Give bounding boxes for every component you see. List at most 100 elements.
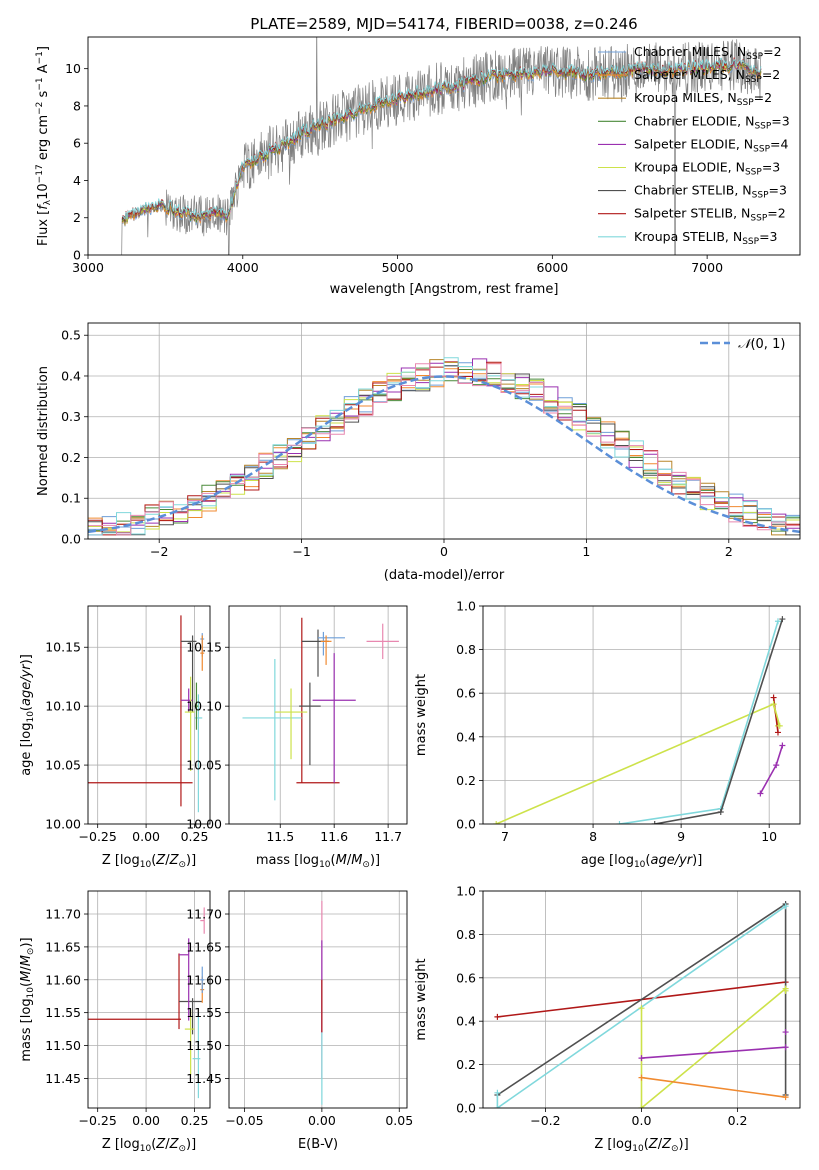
histogram-step xyxy=(88,357,800,536)
x-tick-label: 0 xyxy=(440,544,448,559)
axes-frame xyxy=(87,36,801,256)
y-tick-label: 0.6 xyxy=(456,686,476,701)
weight-marker xyxy=(651,821,658,824)
x-tick-label: 10 xyxy=(761,829,777,844)
weight-marker xyxy=(616,821,623,824)
panel-weight_vs_age: 7 8 9 10 0.0 0.2 0.4 0.6 0.8 1.0 age [log10(age/yr… xyxy=(414,599,801,870)
panel-residuals: −2 −1 0 1 2 0.0 0.1 0.2 0.3 0.4 0.5 (data-model)/er… xyxy=(36,322,801,583)
x-tick-label: 0.05 xyxy=(385,1113,413,1128)
weight-marker xyxy=(770,694,777,701)
x-tick-label: 0.00 xyxy=(308,1113,336,1128)
panel-spectrum: 3000 4000 5000 6000 7000 0 2 4 6 8 10 PLATE=2589, M… xyxy=(35,15,801,297)
weight-marker xyxy=(494,1013,501,1020)
weight-marker xyxy=(638,1105,645,1108)
legend-label: Kroupa ELODIE, NSSP=3 xyxy=(634,160,780,178)
y-tick-label: 6 xyxy=(73,136,81,151)
legend-label: Chabrier MILES, NSSP=2 xyxy=(634,44,782,62)
weight-marker xyxy=(638,1055,645,1062)
grid-mass_vs_Z xyxy=(88,891,210,1108)
legend-label: Chabrier STELIB, NSSP=3 xyxy=(634,183,787,201)
y-tick-label: 11.65 xyxy=(186,939,222,954)
x-tick-label: −1 xyxy=(292,544,310,559)
x-tick-label: 11.7 xyxy=(374,829,402,844)
x-tick-label: −0.25 xyxy=(79,829,117,844)
legend-label: Salpeter ELODIE, NSSP=4 xyxy=(634,136,789,154)
panel-mass_vs_Z: −0.25 0.00 0.25 11.45 11.50 11.55 11.60 11.65 11… xyxy=(19,890,211,1154)
x-tick-label: 4000 xyxy=(227,260,259,275)
axes-frame xyxy=(482,605,801,825)
x-tick-label: 11.5 xyxy=(266,829,294,844)
y-axis-label: mass weight xyxy=(414,674,429,756)
grid-residuals xyxy=(88,323,800,540)
weight-line xyxy=(496,905,787,1108)
x-tick-label: −0.05 xyxy=(225,1113,263,1128)
panel-weight_vs_Z: −0.2 0.0 0.2 0.0 0.2 0.4 0.6 0.8 1.0 Z [log10(Z/Z… xyxy=(414,884,801,1154)
x-axis-label: wavelength [Angstrom, rest frame] xyxy=(330,282,559,297)
weight-line xyxy=(641,1076,786,1098)
x-axis-label: age [log10(age/yr)] xyxy=(581,853,703,870)
y-tick-label: 11.70 xyxy=(45,907,81,922)
weight-marker xyxy=(774,618,781,625)
weight-marker xyxy=(717,809,724,816)
y-tick-label: 0.0 xyxy=(456,1101,476,1116)
legend-label: Salpeter STELIB, NSSP=2 xyxy=(634,206,786,224)
y-tick-label: 1.0 xyxy=(456,599,476,614)
weight-marker xyxy=(774,729,781,736)
x-axis-label: Z [log10(Z/Z⊙)] xyxy=(102,1137,196,1154)
weight-line xyxy=(772,697,779,733)
x-tick-label: 0.2 xyxy=(728,1113,748,1128)
x-tick-label: 11.6 xyxy=(320,829,348,844)
y-tick-label: 0.8 xyxy=(456,642,476,657)
y-tick-label: 4 xyxy=(73,173,81,188)
plot-area-weight_vs_Z xyxy=(494,901,789,1108)
x-tick-label: 0.25 xyxy=(181,1113,209,1128)
x-tick-label: −0.25 xyxy=(79,1113,117,1128)
axes-frame xyxy=(228,605,408,825)
weight-marker xyxy=(779,742,786,749)
x-tick-label: 0.00 xyxy=(132,1113,160,1128)
y-tick-label: 0.2 xyxy=(61,450,81,465)
x-tick-label: 3000 xyxy=(72,260,104,275)
weight-marker xyxy=(776,722,783,729)
y-axis-label: mass [log10(M/M⊙)] xyxy=(19,937,36,1061)
x-axis-label: E(B-V) xyxy=(298,1137,338,1152)
y-tick-label: 0.8 xyxy=(456,927,476,942)
legend-label: Chabrier ELODIE, NSSP=3 xyxy=(634,113,790,131)
y-tick-label: 11.45 xyxy=(45,1071,81,1086)
x-tick-label: 0.0 xyxy=(632,1113,652,1128)
axes-frame xyxy=(87,605,211,825)
axes-frame xyxy=(87,890,211,1109)
x-tick-label: 7 xyxy=(501,829,509,844)
weight-marker xyxy=(782,903,789,910)
weight-marker xyxy=(779,616,786,623)
legend-label: Kroupa STELIB, NSSP=3 xyxy=(634,229,778,247)
y-tick-label: 0 xyxy=(73,248,81,263)
y-tick-label: 0.3 xyxy=(61,409,81,424)
weight-line xyxy=(772,703,781,727)
weight-marker xyxy=(770,701,777,708)
y-tick-label: 0.4 xyxy=(456,729,476,744)
y-tick-label: 11.65 xyxy=(45,939,81,954)
axes-frame xyxy=(87,322,801,540)
x-tick-label: 0.25 xyxy=(181,829,209,844)
weight-marker xyxy=(494,1089,501,1096)
y-tick-label: 11.45 xyxy=(186,1071,222,1086)
y-tick-label: 11.50 xyxy=(186,1038,222,1053)
axes-frame xyxy=(228,890,408,1109)
weight-marker xyxy=(773,762,780,769)
x-axis-label: mass [log10(M/M⊙)] xyxy=(256,853,380,870)
spectrum-model-line xyxy=(121,57,762,221)
plot-area-weight_vs_age xyxy=(493,616,786,824)
x-tick-label: −0.2 xyxy=(530,1113,560,1128)
y-axis-label: Flux [fλ10−17 erg cm−2 s−1 A−1] xyxy=(35,46,53,246)
y-tick-label: 1.0 xyxy=(456,884,476,899)
y-tick-label: 0.2 xyxy=(456,773,476,788)
y-tick-label: 11.70 xyxy=(186,907,222,922)
y-tick-label: 11.50 xyxy=(45,1038,81,1053)
weight-marker xyxy=(782,1029,789,1036)
x-axis-label: Z [log10(Z/Z⊙)] xyxy=(102,853,196,870)
y-tick-label: 0.1 xyxy=(61,491,81,506)
y-tick-label: 0.0 xyxy=(456,817,476,832)
y-tick-label: 10.10 xyxy=(186,699,222,714)
